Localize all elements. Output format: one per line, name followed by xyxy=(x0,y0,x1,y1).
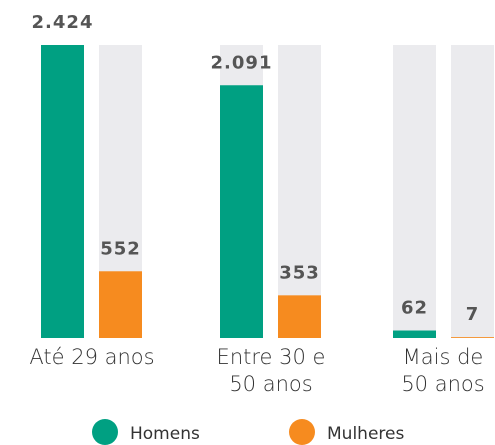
bar xyxy=(451,337,494,338)
bar-background xyxy=(393,45,436,338)
category-label: Mais de 50 anos xyxy=(401,345,485,396)
bar xyxy=(278,295,321,338)
legend-swatch xyxy=(289,419,315,445)
legend-label: Mulheres xyxy=(327,424,404,444)
category-label: Entre 30 e 50 anos xyxy=(216,345,326,396)
bar xyxy=(220,85,263,338)
legend-label: Homens xyxy=(130,424,200,444)
bar xyxy=(41,45,84,338)
bar-background xyxy=(451,45,494,338)
bar xyxy=(99,271,142,338)
value-label: 62 xyxy=(401,298,428,319)
value-label: 2.091 xyxy=(211,52,273,73)
bar xyxy=(393,330,436,338)
value-label: 552 xyxy=(100,238,141,259)
value-label: 353 xyxy=(279,262,320,283)
value-label: 2.424 xyxy=(32,12,94,33)
value-label: 7 xyxy=(466,304,480,325)
bar-background xyxy=(278,45,321,338)
legend-swatch xyxy=(92,419,118,445)
category-label: Até 29 anos xyxy=(29,345,155,369)
